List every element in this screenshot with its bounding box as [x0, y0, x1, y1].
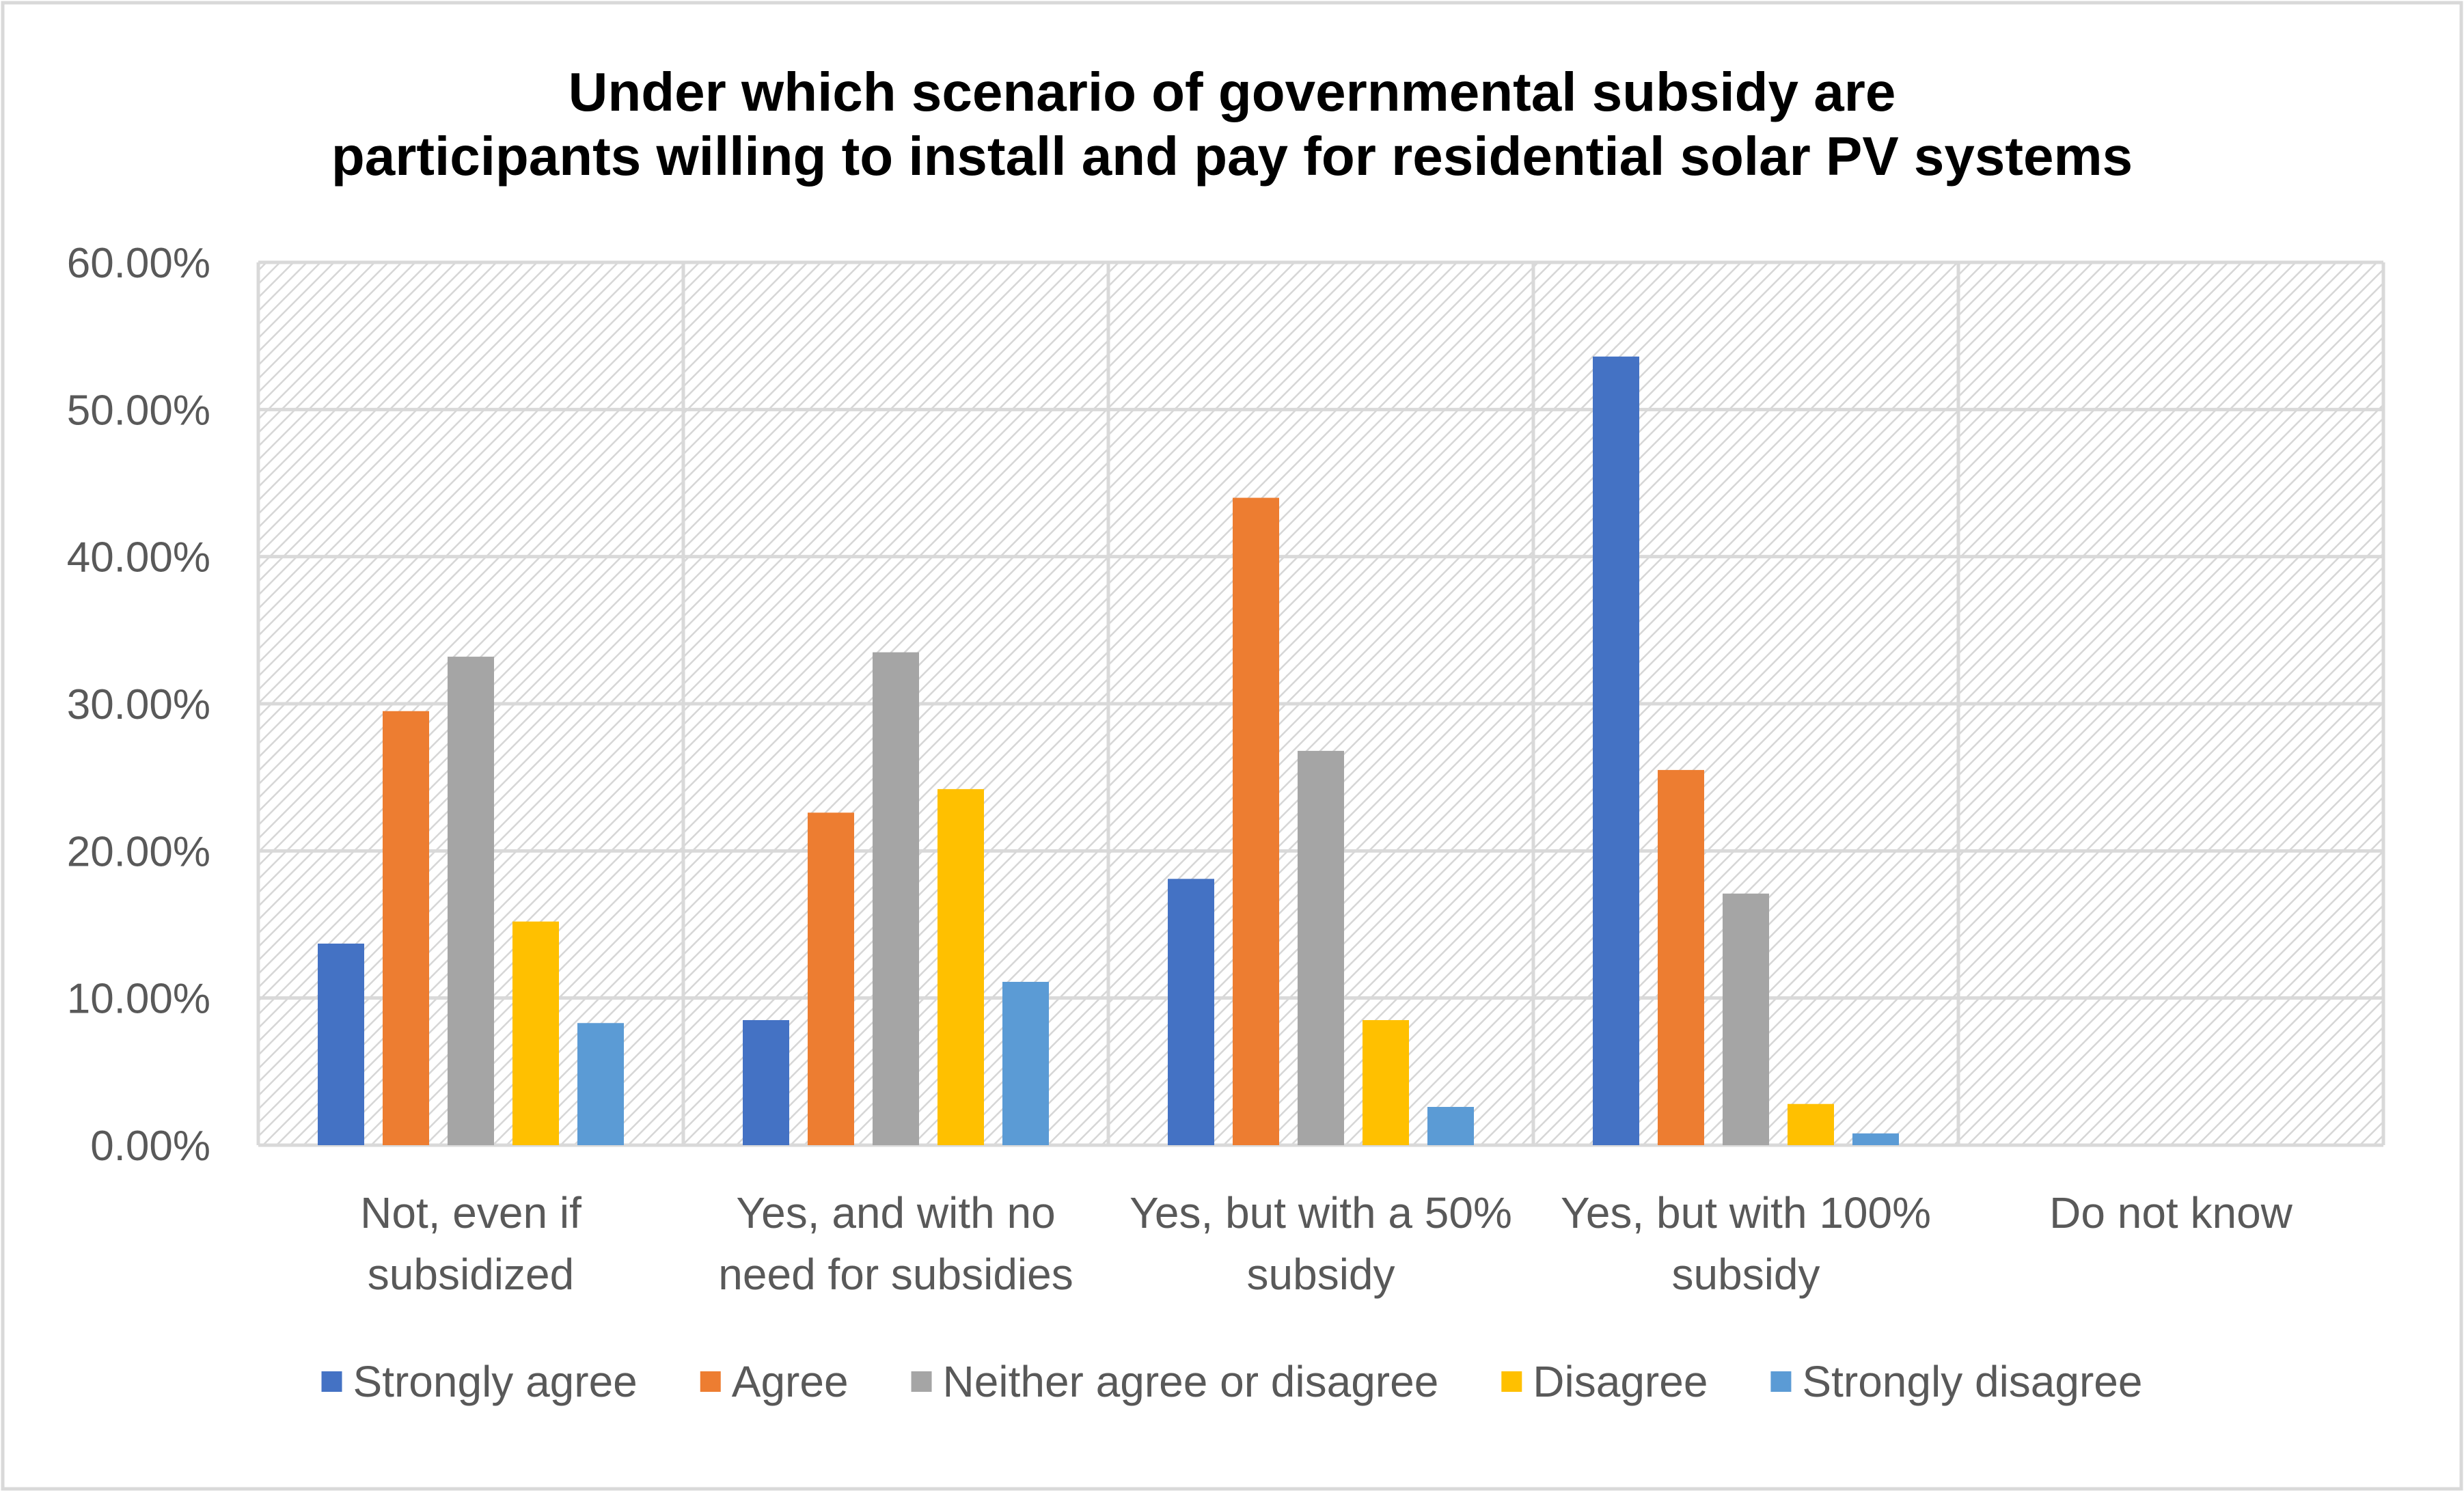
bar — [873, 652, 919, 1145]
y-tick-label: 40.00% — [67, 534, 210, 581]
legend-label: Strongly agree — [353, 1357, 638, 1406]
bar — [1593, 356, 1639, 1145]
x-category-label: subsidy — [1247, 1250, 1395, 1299]
chart-title-line: participants willing to install and pay … — [331, 126, 2133, 187]
bar — [448, 657, 494, 1145]
y-tick-label: 50.00% — [67, 387, 210, 434]
bar — [1788, 1103, 1834, 1145]
legend-item: Neither agree or disagree — [911, 1357, 1439, 1406]
x-axis-categories: Not, even if subsidized Yes, and with no ne… — [360, 1188, 2293, 1299]
legend-swatch — [1770, 1371, 1792, 1392]
bar — [1002, 981, 1049, 1145]
legend-swatch — [321, 1371, 342, 1392]
bar — [1658, 769, 1704, 1145]
legend-item: Agree — [700, 1357, 849, 1406]
y-tick-label: 30.00% — [67, 681, 210, 728]
bar — [1233, 497, 1279, 1145]
legend-label: Neither agree or disagree — [943, 1357, 1439, 1406]
bar — [1168, 879, 1214, 1145]
y-axis-ticks: 0.00% 10.00% 20.00% 30.00% 40.00% 50.00% 60.00… — [67, 240, 210, 1170]
y-tick-label: 20.00% — [67, 828, 210, 875]
x-category-label: need for subsidies — [718, 1250, 1073, 1299]
bar — [1363, 1019, 1409, 1145]
bar — [1298, 750, 1344, 1145]
bar — [743, 1019, 789, 1145]
x-category-label: subsidy — [1672, 1250, 1820, 1299]
bars — [318, 356, 1899, 1145]
legend-label: Strongly disagree — [1802, 1357, 2142, 1406]
bar — [318, 943, 364, 1145]
chart-title: Under which scenario of governmental sub… — [331, 61, 2133, 187]
legend-item: Strongly disagree — [1770, 1357, 2142, 1406]
bar — [808, 812, 854, 1145]
bar — [512, 921, 559, 1145]
legend-label: Disagree — [1533, 1357, 1708, 1406]
y-tick-label: 10.00% — [67, 976, 210, 1023]
x-category-label: Not, even if — [360, 1188, 581, 1237]
legend-label: Agree — [732, 1357, 849, 1406]
x-category-label: Yes, but with 100% — [1561, 1188, 1931, 1237]
y-tick-label: 0.00% — [90, 1123, 210, 1170]
bar — [1723, 893, 1769, 1145]
x-category-label: subsidized — [368, 1250, 574, 1299]
legend-item: Disagree — [1501, 1357, 1708, 1406]
bar — [1427, 1107, 1474, 1145]
legend: Strongly agree Agree Neither agree or disa… — [321, 1357, 2142, 1406]
legend-swatch — [911, 1371, 932, 1392]
x-category-label: Do not know — [2049, 1188, 2293, 1237]
chart-title-line: Under which scenario of governmental sub… — [569, 61, 1896, 122]
y-tick-label: 60.00% — [67, 240, 210, 287]
bar — [577, 1023, 624, 1145]
x-category-label: Yes, but with a 50% — [1130, 1188, 1512, 1237]
legend-swatch — [1501, 1371, 1522, 1392]
legend-swatch — [700, 1371, 721, 1392]
x-category-label: Yes, and with no — [736, 1188, 1055, 1237]
bar — [1852, 1133, 1899, 1145]
legend-item: Strongly agree — [321, 1357, 638, 1406]
bar — [937, 788, 984, 1145]
bar — [383, 711, 429, 1145]
